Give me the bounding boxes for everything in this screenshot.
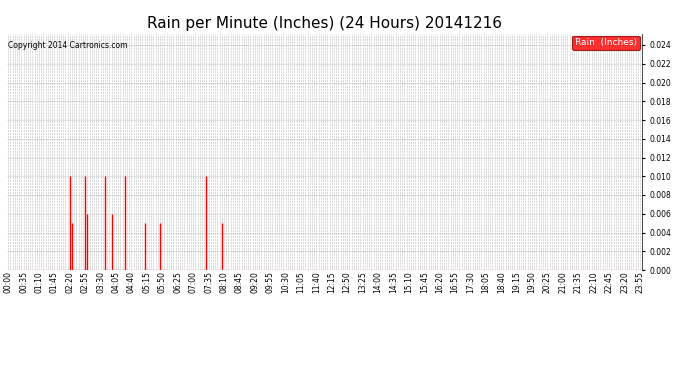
Text: Copyright 2014 Cartronics.com: Copyright 2014 Cartronics.com [8, 41, 128, 50]
Title: Rain per Minute (Inches) (24 Hours) 20141216: Rain per Minute (Inches) (24 Hours) 2014… [147, 16, 502, 31]
Legend: Rain  (Inches): Rain (Inches) [573, 36, 640, 50]
